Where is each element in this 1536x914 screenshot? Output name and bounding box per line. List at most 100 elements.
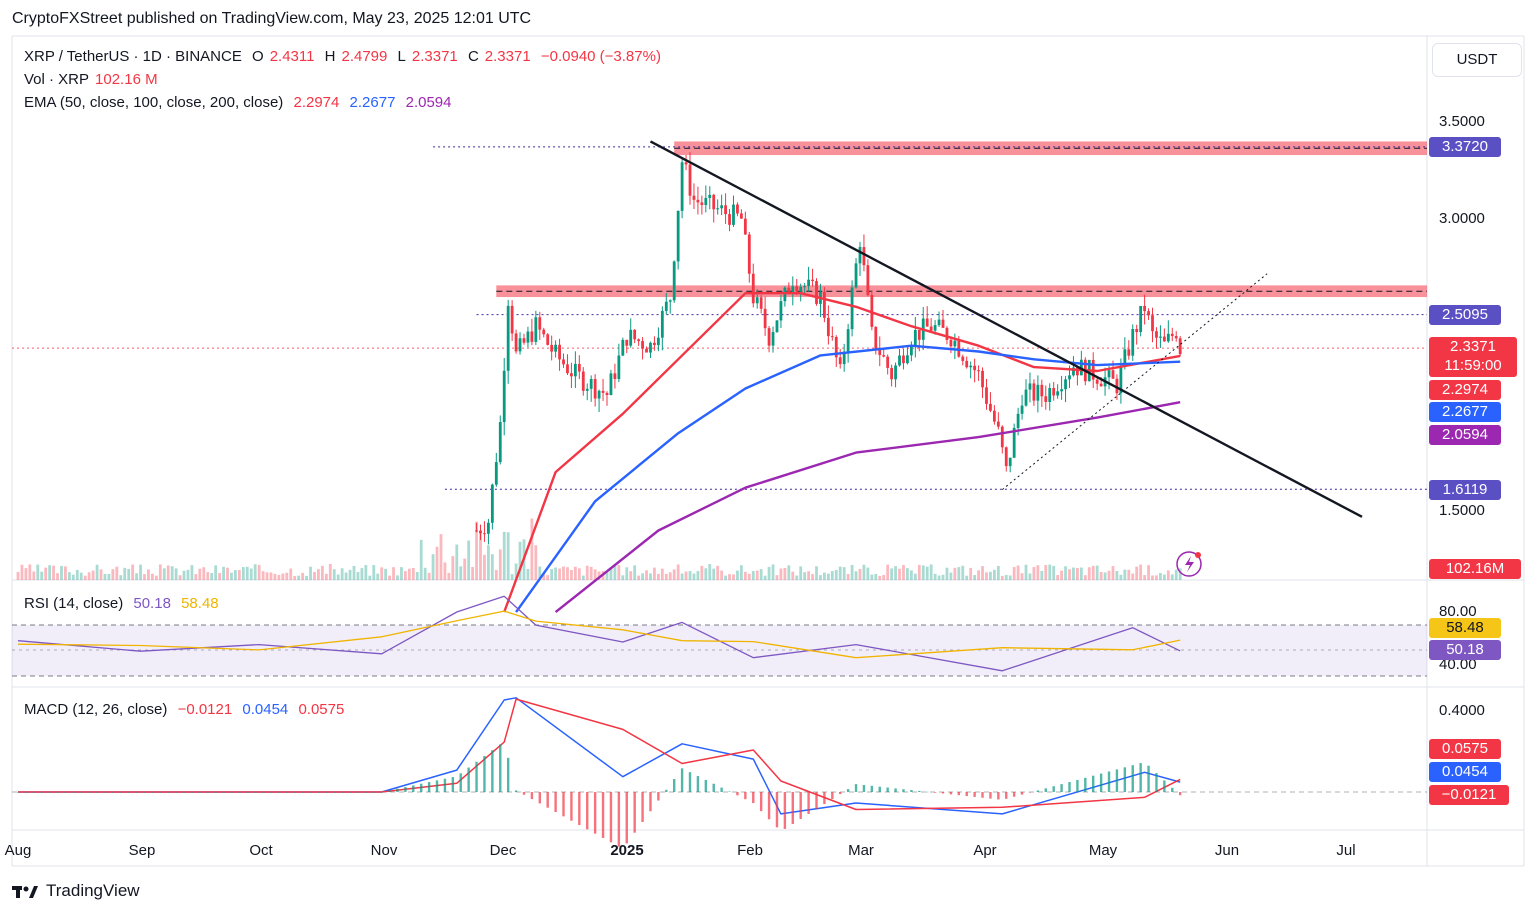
candle-2025-02-06 [763, 308, 767, 329]
candle-2025-05-15 [1151, 315, 1154, 332]
macd-hist-bar-2024-10-06 [277, 792, 281, 793]
candle-2025-04-14 [1028, 383, 1032, 390]
volume-bar-2024-09-26 [237, 570, 241, 580]
volume-bar-2025-01-18 [688, 571, 692, 580]
macd-hist-bar-2024-08-23 [103, 792, 107, 793]
macd-hist-bar-2025-04-18 [1044, 788, 1047, 792]
candle-2025-03-20 [929, 326, 933, 331]
volume-bar-2025-03-13 [902, 565, 905, 580]
volume-bar-2024-11-28 [487, 545, 490, 580]
macd-hist-bar-2024-10-20 [333, 792, 336, 793]
candle-2024-12-07 [522, 338, 526, 343]
volume-bar-2024-10-20 [332, 569, 336, 580]
volume-bar-2025-03-03 [862, 564, 866, 580]
volume-bar-2024-12-21 [577, 568, 581, 580]
volume-bar-2024-09-15 [194, 574, 198, 580]
macd-hist-bar-2025-05-04 [1107, 771, 1111, 792]
volume-bar-2025-04-12 [1020, 573, 1024, 580]
macd-hist-bar-2025-02-25 [839, 792, 842, 795]
macd-legend[interactable]: MACD (12, 26, close) −0.0121 0.0454 0.05… [24, 701, 350, 718]
volume-bar-2025-03-24 [945, 567, 949, 580]
volume-bar-2025-01-21 [700, 565, 704, 580]
resistance-zones [496, 141, 1427, 298]
candle-2024-12-31 [617, 355, 621, 380]
volume-bar-2024-11-13 [427, 572, 431, 580]
macd-hist-bar-2024-08-13 [64, 792, 67, 793]
macd-hist-bar-2025-04-24 [1068, 782, 1071, 792]
macd-hist-value: −0.0121 [177, 701, 233, 718]
volume-bar-2025-02-27 [846, 574, 850, 580]
candle-2025-02-13 [791, 286, 795, 294]
volume-bar-2025-03-12 [898, 568, 901, 580]
volume-bar-2025-01-24 [712, 568, 716, 580]
volume-bar-2024-10-25 [352, 565, 356, 580]
candle-2025-01-01 [621, 339, 625, 356]
macd-hist-bar-2025-02-23 [831, 792, 834, 800]
tag-volume: 102.16M [1429, 559, 1521, 579]
volume-bar-2024-09-21 [218, 573, 222, 580]
macd-hist-bar-2025-02-13 [791, 792, 794, 824]
volume-bar-2025-04-21 [1056, 575, 1060, 580]
low-label: L [397, 48, 406, 65]
macd-hist-bar-2024-08-09 [48, 792, 51, 793]
volume-bar-2025-05-01 [1095, 565, 1099, 580]
candle-2025-05-06 [1115, 378, 1119, 394]
volume-bar-2025-03-06 [874, 573, 878, 580]
volume-bar-2025-04-14 [1028, 573, 1032, 580]
macd-hist-bar-2024-12-03 [506, 757, 510, 792]
candle-2025-01-26 [720, 205, 724, 209]
volume-bar-2024-11-22 [463, 558, 467, 580]
volume-bar-2024-10-07 [281, 573, 285, 580]
ema-legend[interactable]: EMA (50, close, 100, close, 200, close) … [24, 94, 458, 111]
volume-bar-2025-01-08 [649, 573, 652, 580]
currency-button[interactable]: USDT [1432, 43, 1522, 77]
replay-icon[interactable] [1176, 551, 1202, 577]
volume-bar-2025-04-02 [981, 566, 984, 580]
volume-bar-2024-09-13 [186, 569, 190, 580]
volume-bar-2024-12-19 [570, 570, 573, 580]
volume-bar-2024-12-31 [617, 565, 621, 580]
close-value: 2.3371 [484, 48, 531, 65]
rsi-legend[interactable]: RSI (14, close) 50.18 58.48 [24, 595, 225, 612]
candle-2025-03-03 [862, 247, 866, 266]
volume-bar-2025-03-30 [969, 567, 973, 580]
volume-bar-2025-03-04 [866, 567, 870, 580]
volume-bar-2025-01-07 [645, 570, 648, 580]
volume-bar-2025-04-08 [1004, 574, 1008, 580]
candle-2025-03-08 [882, 355, 886, 357]
macd-hist-bar-2024-12-13 [546, 792, 549, 808]
candle-2025-02-17 [807, 279, 810, 287]
rsi-tick-80: 80.00 [1439, 603, 1477, 620]
ascending-support-trendline [1001, 273, 1268, 490]
volume-bar-2025-02-02 [747, 573, 751, 580]
volume-bar-2025-03-26 [953, 567, 957, 580]
macd-hist-bar-2024-09-24 [230, 792, 233, 793]
volume-bar-2024-08-11 [56, 573, 59, 580]
volume-bar-2025-02-08 [771, 564, 775, 580]
volume-bar-2025-02-09 [775, 575, 779, 580]
volume-bar-2025-05-20 [1170, 574, 1174, 580]
volume-bar-2024-11-03 [388, 575, 391, 580]
volume-bar-2025-03-23 [941, 574, 945, 580]
candle-2025-01-31 [739, 213, 743, 219]
volume-legend[interactable]: Vol · XRP 102.16 M [24, 71, 164, 88]
candle-2024-12-04 [510, 305, 514, 334]
volume-bar-2024-11-19 [451, 556, 455, 580]
volume-bar-2024-12-23 [585, 565, 589, 580]
candle-2025-05-07 [1119, 366, 1123, 394]
volume-bar-2024-10-19 [328, 564, 332, 580]
last-price-value: 2.3371 [1450, 338, 1496, 355]
macd-hist-bar-2025-03-03 [862, 784, 866, 792]
volume-bar-2024-10-23 [344, 572, 348, 580]
tradingview-brand[interactable]: TradingView [12, 881, 140, 901]
volume-bar-2024-09-20 [214, 565, 218, 580]
tradingview-logo-icon [12, 886, 38, 898]
volume-bar-2024-09-29 [249, 568, 253, 580]
symbol-label[interactable]: XRP / TetherUS · 1D · BINANCE [24, 48, 242, 65]
candle-2025-01-07 [645, 348, 648, 353]
volume-bar-2024-08-04 [28, 564, 32, 580]
volume-bar-2025-04-28 [1083, 575, 1087, 580]
volume-bar-2025-02-03 [751, 571, 755, 580]
candle-2025-05-20 [1170, 333, 1174, 337]
